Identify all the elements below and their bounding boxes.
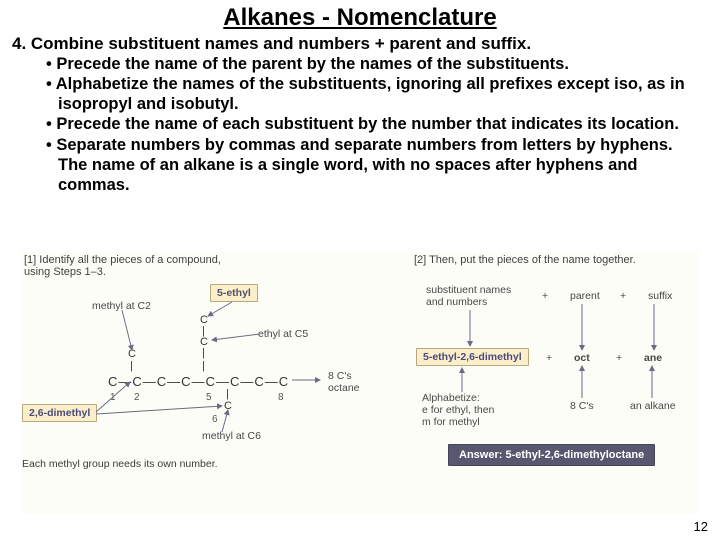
box-sub-full: 5-ethyl-2,6-dimethyl: [416, 348, 529, 366]
box-26dimethyl: 2,6-dimethyl: [22, 404, 97, 422]
bullet-item: Precede the name of each substituent by …: [46, 114, 702, 134]
plus-2: +: [620, 290, 626, 302]
step-heading: 4. Combine substituent names and numbers…: [0, 32, 720, 54]
label-parent: parent: [570, 290, 600, 302]
plus-4: +: [616, 352, 622, 364]
bullet-list: Precede the name of the parent by the na…: [0, 54, 720, 195]
plus-3: +: [546, 352, 552, 364]
page-number: 12: [694, 519, 708, 534]
branch-c6-bond: |: [226, 388, 230, 400]
label-methyl-c2: methyl at C2: [92, 300, 151, 312]
label-sub-names: substituent names and numbers: [426, 284, 511, 308]
label-oct: oct: [574, 352, 590, 364]
branch-c2-bond: |: [130, 360, 134, 372]
answer-box: Answer: 5-ethyl-2,6-dimethyloctane: [448, 444, 655, 466]
label-eight-cs: 8 C's octane: [328, 370, 360, 394]
nomenclature-diagram: [1] Identify all the pieces of a compoun…: [22, 252, 698, 514]
chain-num-8: 8: [278, 392, 284, 403]
label-8cs-right: 8 C's: [570, 400, 594, 412]
branch-c6-bot: C: [224, 400, 233, 412]
step2-header: [2] Then, put the pieces of the name tog…: [414, 254, 636, 266]
label-ethyl-c5: ethyl at C5: [258, 328, 308, 340]
bullet-item: Alphabetize the names of the substituent…: [46, 74, 702, 114]
chain-num-1: 1: [110, 392, 116, 403]
carbon-chain: C—C—C—C—C—C—C—C: [108, 374, 289, 389]
branch-c2-top: C: [128, 348, 137, 360]
label-alphabetize: Alphabetize: e for ethyl, then m for met…: [422, 392, 494, 428]
box-5ethyl: 5-ethyl: [210, 284, 258, 302]
step1-header: [1] Identify all the pieces of a compoun…: [24, 254, 244, 278]
label-methyl-c6: methyl at C6: [202, 430, 261, 442]
chain-num-5: 5: [206, 392, 212, 403]
chain-num-2: 2: [134, 392, 140, 403]
bullet-item: Separate numbers by commas and separate …: [46, 135, 702, 195]
label-an-alkane: an alkane: [630, 400, 676, 412]
caption-methyl-own-number: Each methyl group needs its own number.: [22, 458, 218, 470]
branch-c5-bond2: |: [202, 347, 206, 359]
chain-num-6: 6: [212, 414, 218, 425]
plus-1: +: [542, 290, 548, 302]
label-suffix: suffix: [648, 290, 672, 302]
page-title: Alkanes - Nomenclature: [0, 0, 720, 32]
branch-c5-bond3: |: [202, 360, 206, 372]
bullet-item: Precede the name of the parent by the na…: [46, 54, 702, 74]
label-ane: ane: [644, 352, 662, 364]
